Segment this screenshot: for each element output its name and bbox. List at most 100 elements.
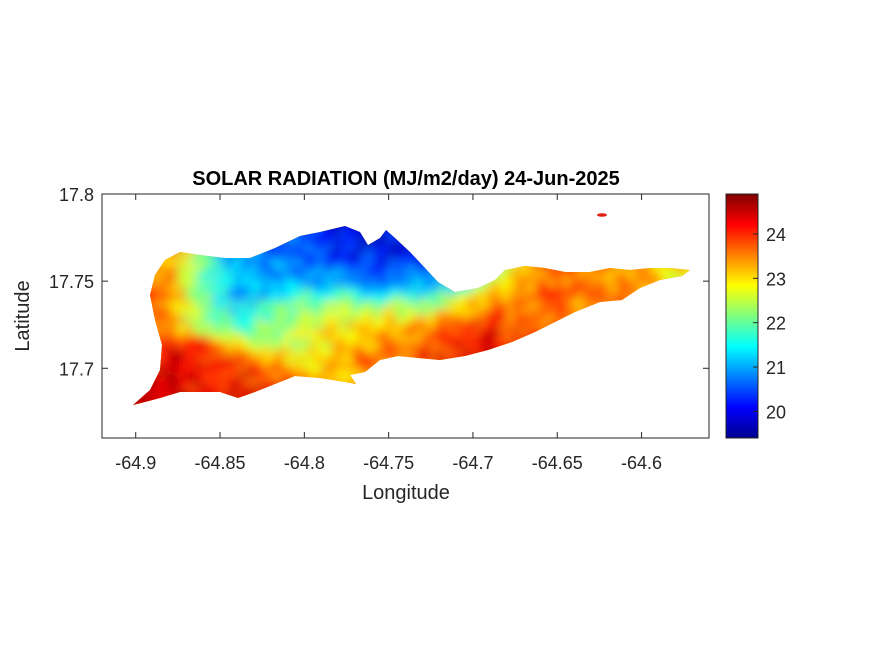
heatmap-cell bbox=[219, 328, 228, 337]
heatmap-cell bbox=[233, 286, 242, 295]
heatmap-cell bbox=[240, 335, 249, 344]
heatmap-cell bbox=[324, 349, 333, 358]
heatmap-cell bbox=[289, 314, 298, 323]
heatmap-cell bbox=[296, 363, 305, 372]
heatmap-cell bbox=[506, 293, 515, 302]
heatmap-cell bbox=[163, 307, 172, 316]
heatmap-cell bbox=[415, 293, 424, 302]
heatmap-cell bbox=[443, 307, 452, 316]
heatmap-cell bbox=[240, 391, 249, 400]
x-tick-label: -64.8 bbox=[284, 453, 325, 473]
heatmap-cell bbox=[226, 286, 235, 295]
heatmap-cell bbox=[212, 265, 221, 274]
heatmap-cell bbox=[597, 286, 606, 295]
y-tick-label: 17.75 bbox=[49, 272, 94, 292]
heatmap-cell bbox=[254, 265, 263, 274]
heatmap-cell bbox=[296, 293, 305, 302]
heatmap-cell bbox=[212, 363, 221, 372]
heatmap-cell bbox=[611, 286, 620, 295]
heatmap-cell bbox=[450, 335, 459, 344]
heatmap-cell bbox=[373, 258, 382, 267]
heatmap-cell bbox=[478, 300, 487, 309]
heatmap-cell bbox=[352, 328, 361, 337]
heatmap-cell bbox=[555, 286, 564, 295]
x-tick-label: -64.6 bbox=[621, 453, 662, 473]
heatmap-cell bbox=[268, 335, 277, 344]
heatmap-cell bbox=[303, 342, 312, 351]
heatmap-cell bbox=[254, 349, 263, 358]
heatmap-cell bbox=[548, 286, 557, 295]
heatmap-cell bbox=[415, 300, 424, 309]
heatmap-cell bbox=[226, 377, 235, 386]
heatmap-cell bbox=[184, 258, 193, 267]
heatmap-cell bbox=[352, 321, 361, 330]
heatmap-cell bbox=[219, 349, 228, 358]
heatmap-cell bbox=[520, 321, 529, 330]
heatmap-cell bbox=[191, 384, 200, 393]
heatmap-cell bbox=[373, 272, 382, 281]
heatmap-cell bbox=[534, 272, 543, 281]
heatmap-cell bbox=[499, 286, 508, 295]
heatmap-cell bbox=[324, 321, 333, 330]
heatmap-cell bbox=[184, 370, 193, 379]
heatmap-cell bbox=[177, 258, 186, 267]
heatmap-cell bbox=[457, 293, 466, 302]
heatmap-cell bbox=[184, 265, 193, 274]
heatmap-cell bbox=[674, 265, 683, 274]
heatmap-cell bbox=[219, 384, 228, 393]
heatmap-cell bbox=[205, 363, 214, 372]
heatmap-cell bbox=[275, 272, 284, 281]
heatmap-cell bbox=[401, 279, 410, 288]
heatmap-cell bbox=[436, 293, 445, 302]
heatmap-cell bbox=[205, 286, 214, 295]
heatmap-cell bbox=[226, 370, 235, 379]
heatmap-cell bbox=[177, 321, 186, 330]
heatmap-cell bbox=[373, 314, 382, 323]
heatmap-cell bbox=[471, 314, 480, 323]
heatmap-cell bbox=[415, 328, 424, 337]
heatmap-cell bbox=[604, 286, 613, 295]
heatmap-cell bbox=[184, 300, 193, 309]
heatmap-cell bbox=[436, 314, 445, 323]
heatmap-cell bbox=[338, 363, 347, 372]
heatmap-cell bbox=[366, 328, 375, 337]
heatmap-cell bbox=[324, 265, 333, 274]
heatmap-cell bbox=[366, 286, 375, 295]
heatmap-cell bbox=[576, 293, 585, 302]
heatmap-cell bbox=[212, 342, 221, 351]
heatmap-cell bbox=[261, 272, 270, 281]
heatmap-cell bbox=[520, 279, 529, 288]
heatmap-cell bbox=[450, 307, 459, 316]
heatmap-cell bbox=[254, 314, 263, 323]
heatmap-cell bbox=[639, 279, 648, 288]
heatmap-cell bbox=[394, 342, 403, 351]
heatmap-cell bbox=[163, 300, 172, 309]
heatmap-cell bbox=[527, 321, 536, 330]
heatmap-cell bbox=[191, 300, 200, 309]
heatmap-cell bbox=[464, 328, 473, 337]
heatmap-cell bbox=[394, 321, 403, 330]
heatmap-cell bbox=[254, 370, 263, 379]
heatmap-cell bbox=[464, 349, 473, 358]
heatmap-cell bbox=[611, 279, 620, 288]
heatmap-cell bbox=[289, 251, 298, 260]
heatmap-cell bbox=[240, 258, 249, 267]
heatmap-cell bbox=[156, 272, 165, 281]
heatmap-cell bbox=[492, 342, 501, 351]
heatmap-cell bbox=[254, 328, 263, 337]
heatmap-cell bbox=[212, 279, 221, 288]
heatmap-cell bbox=[513, 321, 522, 330]
heatmap-cell bbox=[282, 363, 291, 372]
heatmap-cell bbox=[212, 286, 221, 295]
heatmap-cell bbox=[212, 307, 221, 316]
heatmap-cell bbox=[170, 384, 179, 393]
heatmap-cell bbox=[212, 356, 221, 365]
heatmap-cell bbox=[149, 293, 158, 302]
heatmap-cell bbox=[653, 265, 662, 274]
heatmap-cell bbox=[275, 300, 284, 309]
heatmap-cell bbox=[443, 328, 452, 337]
colorbar-tick-label: 23 bbox=[766, 269, 786, 289]
heatmap-cell bbox=[569, 300, 578, 309]
heatmap-cell bbox=[555, 307, 564, 316]
heatmap-cell bbox=[261, 356, 270, 365]
